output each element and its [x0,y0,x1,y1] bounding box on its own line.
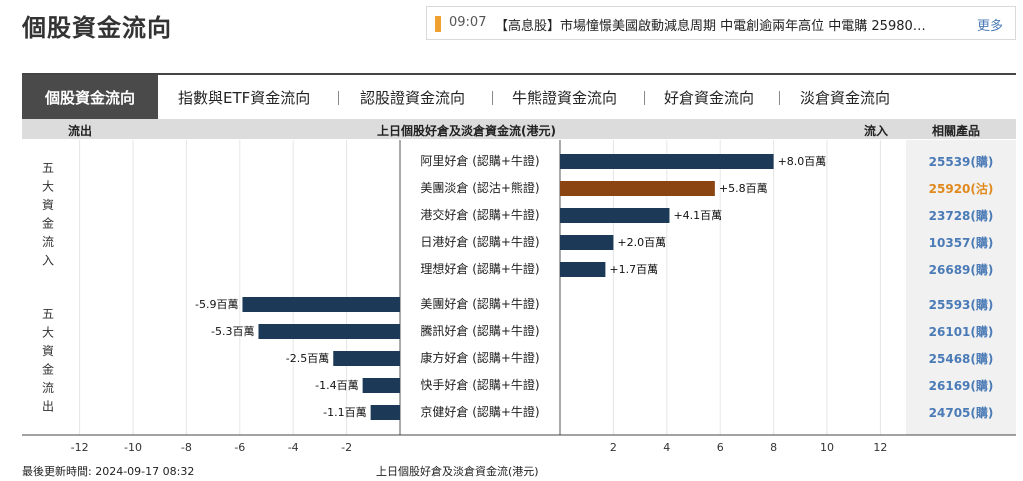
category-label: 日港好倉 (認購+牛證) [420,234,539,249]
bar-value-label: -1.4百萬 [315,379,358,392]
related-product-link[interactable]: 26101(購) [929,324,994,339]
tab-warrant-fund-flow[interactable]: 認股證資金流向 [360,89,466,107]
header-outflow: 流出 [68,124,93,138]
related-product-link[interactable]: 25468(購) [929,351,994,366]
header-chart-title: 上日個股好倉及淡倉資金流(港元) [377,124,556,138]
table-header: 流出 上日個股好倉及淡倉資金流(港元) 流入 相關產品 [22,119,1016,139]
x-tick-label: 6 [717,441,724,454]
bar-inflow [560,262,606,277]
related-product-link[interactable]: 24705(購) [929,405,994,420]
related-product-link[interactable]: 25920(沽) [929,181,994,196]
header-related-products: 相關產品 [932,124,981,138]
bar-value-label: +4.1百萬 [673,209,722,222]
group-label-inflow-char: 資 [42,198,54,212]
x-tick-label: 12 [873,441,887,454]
tab-cbbc-fund-flow[interactable]: 牛熊證資金流向 [512,89,618,107]
page-title: 個股資金流向 [22,14,172,42]
tab-short-fund-flow[interactable]: 淡倉資金流向 [800,89,891,107]
bar-value-label: +1.7百萬 [609,263,658,276]
tab-long-fund-flow[interactable]: 好倉資金流向 [664,89,755,107]
bar-value-label: +5.8百萬 [719,182,768,195]
bar-outflow [362,378,400,393]
related-product-link[interactable]: 25539(購) [929,154,994,169]
tab-index-etf-fund-flow[interactable]: 指數與ETF資金流向 [178,89,311,107]
category-label: 康方好倉 (認購+牛證) [420,350,539,365]
tab-bar: 個股資金流向 指數與ETF資金流向 認股證資金流向 牛熊證資金流向 好倉資金流向… [22,73,1016,121]
x-tick-label: -12 [71,441,89,454]
bar-outflow [370,405,400,420]
x-tick-label: 4 [663,441,670,454]
x-tick-label: -2 [341,441,352,454]
category-label: 港交好倉 (認購+牛證) [420,207,539,222]
bar-value-label: +8.0百萬 [778,155,827,168]
x-tick-label: 10 [820,441,834,454]
tab-separator [492,91,493,105]
category-label: 美團好倉 (認購+牛證) [420,296,539,311]
related-product-link[interactable]: 10357(購) [929,235,994,250]
related-product-link[interactable]: 23728(購) [929,208,994,223]
group-label-outflow-char: 流 [42,381,54,395]
tab-separator [779,91,780,105]
related-product-link[interactable]: 25593(購) [929,297,994,312]
bar-inflow [560,235,614,250]
category-label: 理想好倉 (認購+牛證) [420,261,539,276]
last-updated: 最後更新時間: 2024-09-17 08:32 [22,465,195,478]
news-more-link[interactable]: 更多 [976,19,1003,34]
news-time: 09:07 [449,15,487,30]
x-tick-label: -4 [288,441,299,454]
group-label-inflow-char: 入 [42,254,54,268]
bar-outflow [258,324,400,339]
bar-outflow [333,351,400,366]
group-label-outflow-char: 資 [42,344,54,358]
group-label-inflow-char: 五 [42,161,54,175]
tab-separator [644,91,645,105]
group-label-outflow-char: 金 [42,362,54,377]
related-products-column [906,140,1016,435]
bar-value-label: +2.0百萬 [617,236,666,249]
news-accent-bar [435,16,441,32]
group-label-inflow-char: 大 [42,180,54,194]
x-tick-label: 8 [770,441,777,454]
bar-inflow [560,154,774,169]
bar-outflow [242,297,400,312]
x-tick-label: -10 [124,441,142,454]
group-label-inflow-char: 流 [42,235,54,249]
bar-inflow [560,208,670,223]
related-product-link[interactable]: 26169(購) [929,378,994,393]
x-tick-label: -8 [181,441,192,454]
category-label: 阿里好倉 (認購+牛證) [420,153,539,168]
category-label: 快手好倉 (認購+牛證) [420,377,539,392]
category-label: 京健好倉 (認購+牛證) [420,404,539,419]
group-label-outflow-char: 五 [42,307,54,321]
tab-stock-fund-flow[interactable]: 個股資金流向 [22,75,158,121]
category-label: 美團淡倉 (認沽+熊證) [420,180,539,195]
group-label-outflow-char: 出 [42,400,54,414]
x-tick-label: -6 [234,441,245,454]
tab-separator [338,91,339,105]
related-product-link[interactable]: 26689(購) [929,262,994,277]
category-label: 騰訊好倉 (認購+牛證) [420,323,539,338]
group-label-outflow-char: 大 [42,326,54,340]
bar-value-label: -5.9百萬 [195,298,238,311]
bar-value-label: -1.1百萬 [323,406,366,419]
bar-inflow [560,181,715,196]
bar-value-label: -2.5百萬 [286,352,329,365]
x-tick-label: 2 [610,441,617,454]
header-inflow: 流入 [864,124,889,138]
news-ticker[interactable]: 09:07 【高息股】市場憧憬美國啟動減息周期 中電創逾兩年高位 中電購 259… [426,6,1016,40]
bar-value-label: -5.3百萬 [211,325,254,338]
footer-caption: 上日個股好倉及淡倉資金流(港元) [376,465,539,478]
group-label-inflow-char: 金 [42,216,54,231]
